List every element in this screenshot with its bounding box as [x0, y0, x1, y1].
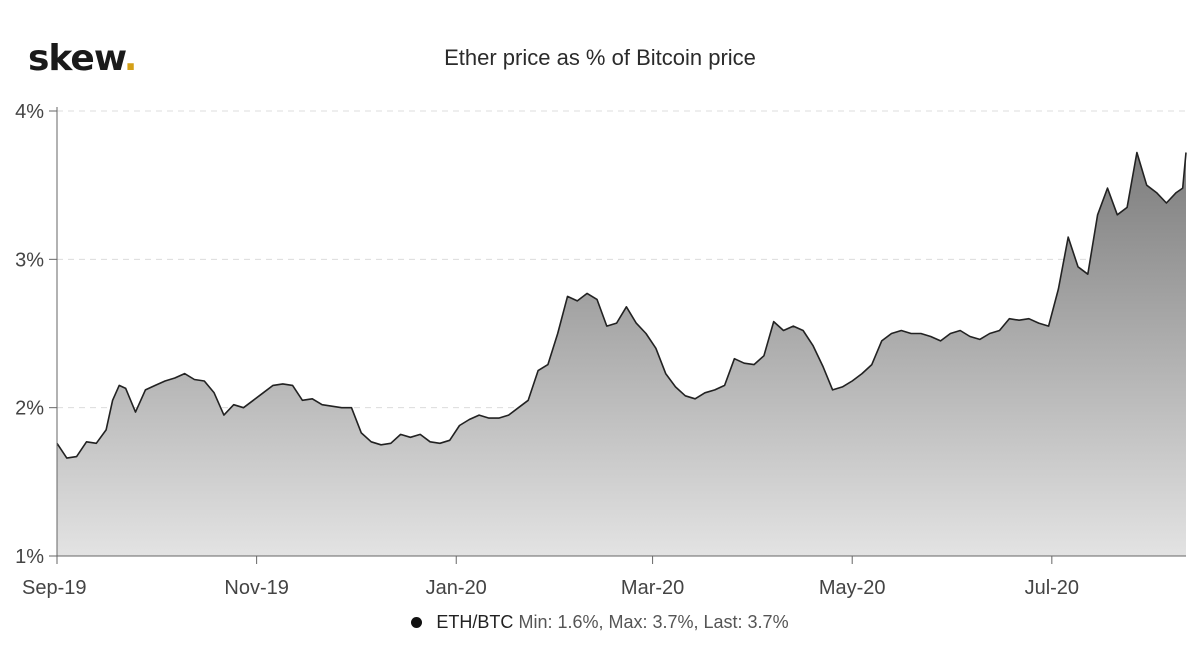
- x-tick-label: Mar-20: [621, 577, 684, 599]
- x-tick-label: Jan-20: [426, 577, 487, 599]
- x-axis-ticks: Sep-19 Nov-19 Jan-20 Mar-20 May-20 Jul-20: [22, 556, 1079, 599]
- chart-legend: ETH/BTC Min: 1.6%, Max: 3.7%, Last: 3.7%: [0, 612, 1200, 633]
- y-tick-label: 4%: [15, 101, 44, 123]
- y-tick-label: 1%: [15, 546, 44, 568]
- series-line-eth-btc: [56, 151, 1187, 459]
- y-axis-ticks: 1% 2% 3% 4%: [15, 101, 57, 568]
- y-tick-label: 2%: [15, 398, 44, 420]
- legend-marker-icon: [411, 616, 423, 628]
- area-layer: [56, 151, 1187, 556]
- series-area-fill: [57, 152, 1186, 556]
- legend-stats: Min: 1.6%, Max: 3.7%, Last: 3.7%: [518, 612, 789, 632]
- y-tick-label: 3%: [15, 249, 44, 271]
- legend-series-name: ETH/BTC: [436, 612, 514, 632]
- x-tick-label: Nov-19: [224, 577, 288, 599]
- x-tick-label: Sep-19: [22, 577, 87, 599]
- axes: [56, 107, 1186, 557]
- x-tick-label: Jul-20: [1025, 577, 1079, 599]
- x-tick-label: May-20: [819, 577, 886, 599]
- skew-logo: skew.: [28, 38, 137, 79]
- chart-title: Ether price as % of Bitcoin price: [444, 45, 756, 70]
